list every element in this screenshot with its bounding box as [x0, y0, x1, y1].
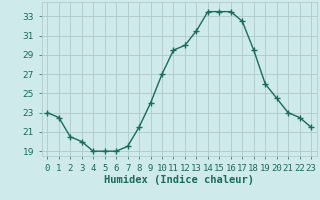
X-axis label: Humidex (Indice chaleur): Humidex (Indice chaleur) — [104, 175, 254, 185]
